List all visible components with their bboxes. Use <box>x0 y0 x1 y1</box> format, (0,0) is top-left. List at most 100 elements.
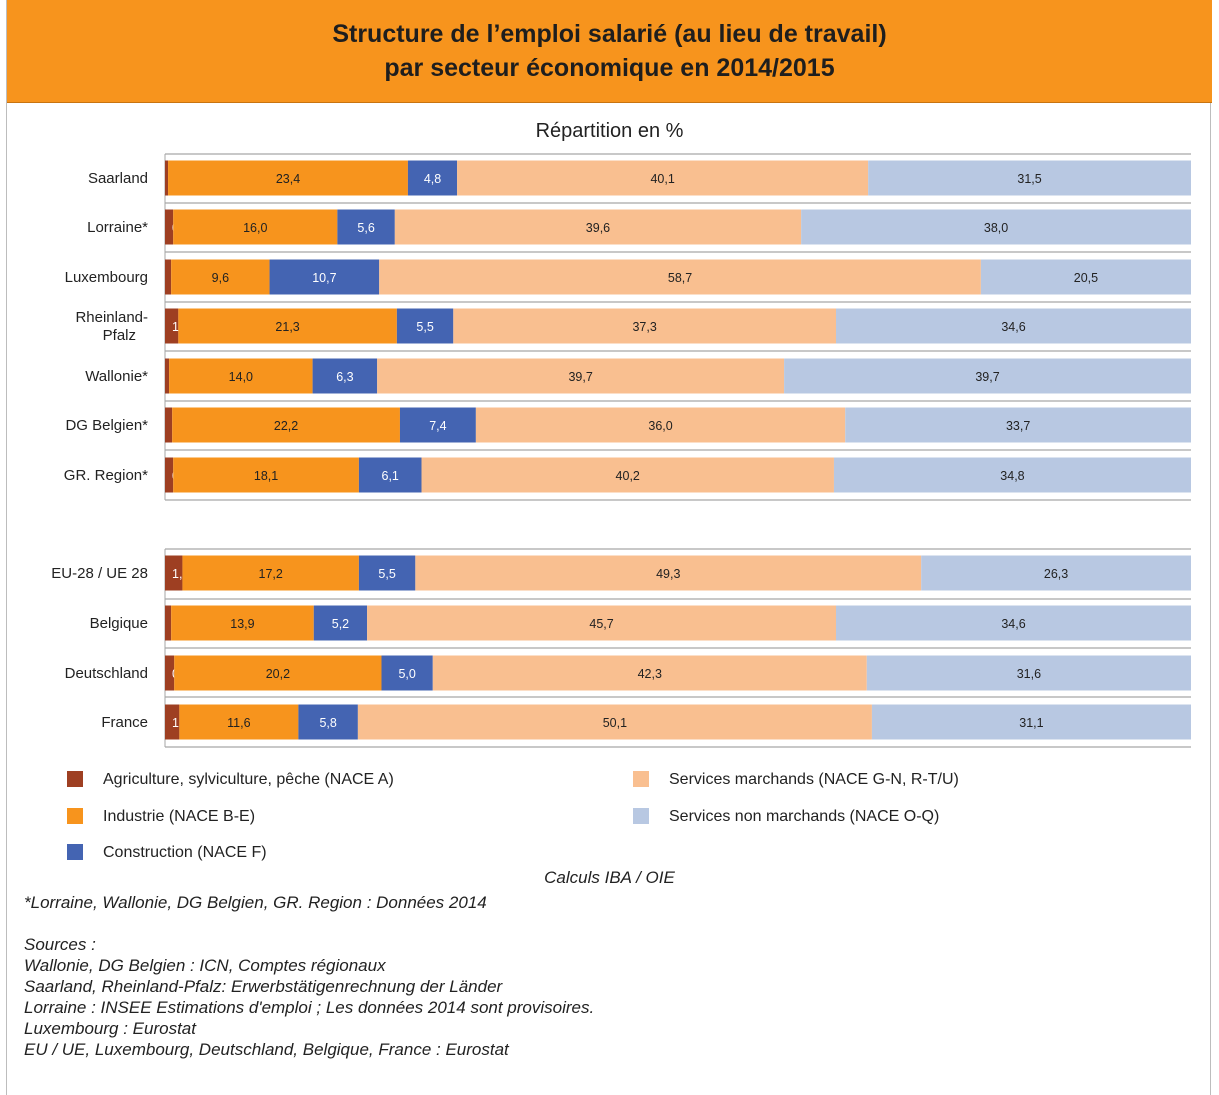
legend-swatch-agriculture <box>67 771 83 787</box>
category-label: Deutschland <box>65 665 148 682</box>
bar-segment <box>312 358 378 394</box>
category-label: EU-28 / UE 28 <box>51 565 148 582</box>
note-line: Saarland, Rheinland-Pfalz: Erwerbstätige… <box>24 977 503 996</box>
chart-frame: Structure de l’emploi salarié (au lieu d… <box>6 0 1212 1095</box>
data-label: 31,6 <box>1017 667 1041 681</box>
legend-label-services-marchands: Services marchands (NACE G-N, R-T/U) <box>669 771 959 788</box>
bar-segment <box>178 308 397 344</box>
legend-label-services-non-marchands: Services non marchands (NACE O-Q) <box>669 808 940 825</box>
legend-label-construction: Construction (NACE F) <box>103 844 267 861</box>
note-line: EU / UE, Luxembourg, Deutschland, Belgiq… <box>24 1040 509 1059</box>
bar-segment <box>337 209 395 245</box>
data-label: 5,8 <box>319 716 336 730</box>
data-label: 18,1 <box>254 469 278 483</box>
title-line-1: Structure de l’emploi salarié (au lieu d… <box>332 20 887 48</box>
data-label: 31,1 <box>1019 716 1043 730</box>
data-label: 39,7 <box>975 370 999 384</box>
note-line <box>24 913 594 934</box>
data-label: 11,6 <box>227 716 250 730</box>
data-label: 22,2 <box>274 419 298 433</box>
data-label: 49,3 <box>656 567 680 581</box>
bar-segment <box>868 160 1191 196</box>
bar-segment <box>165 259 172 295</box>
bar-segment <box>836 308 1191 344</box>
bar-segment <box>269 259 380 295</box>
bar-segment <box>836 605 1191 641</box>
bar-segment <box>453 308 837 344</box>
bar-segment <box>357 704 872 740</box>
data-label: 26,3 <box>1044 567 1068 581</box>
bar-segment <box>394 209 802 245</box>
bar-segment <box>169 358 313 394</box>
category-label: Luxembourg <box>65 269 148 286</box>
bar-segment <box>980 259 1191 295</box>
bar-segment <box>801 209 1191 245</box>
category-label: Rheinland-Pfalz <box>75 309 148 344</box>
legend-swatch-services-non-marchands <box>633 808 649 824</box>
bar-segment <box>358 555 416 591</box>
data-label: 16,0 <box>243 221 267 235</box>
data-label: 20,5 <box>1074 271 1098 285</box>
data-label: 10,7 <box>312 271 336 285</box>
data-label: 38,0 <box>984 221 1008 235</box>
bar-segment <box>165 209 174 245</box>
bar-segment <box>866 655 1191 691</box>
bar-segment <box>313 605 368 641</box>
bar-segment <box>168 160 408 196</box>
bar-segment <box>165 655 175 691</box>
data-label: 40,1 <box>650 172 674 186</box>
category-label: Lorraine* <box>87 219 148 236</box>
bar-segment <box>165 160 169 196</box>
data-label: 5,5 <box>416 320 433 334</box>
bar-segment <box>381 655 433 691</box>
bar-segment <box>179 704 299 740</box>
data-label: 5,6 <box>357 221 374 235</box>
bar-segment <box>173 457 359 493</box>
category-label: GR. Region* <box>64 467 148 484</box>
stacked-bar-chart: Saarland0,323,44,840,131,5Lorraine*0,816… <box>51 153 1191 748</box>
chart-subtitle: Répartition en % <box>535 120 684 142</box>
note-line: *Lorraine, Wallonie, DG Belgien, GR. Reg… <box>24 893 487 912</box>
bar-segment <box>165 308 179 344</box>
bar-segment <box>833 457 1191 493</box>
data-label: 20,2 <box>266 667 290 681</box>
note-line: Wallonie, DG Belgien : ICN, Comptes régi… <box>24 956 386 975</box>
data-label: 6,3 <box>336 370 353 384</box>
bar-segment <box>171 259 270 295</box>
legend-label-agriculture: Agriculture, sylviculture, pêche (NACE A… <box>103 771 394 788</box>
data-label: 34,6 <box>1001 617 1025 631</box>
bar-segment <box>432 655 867 691</box>
bar-segment <box>165 605 172 641</box>
data-label: 45,7 <box>589 617 613 631</box>
data-label: 9,6 <box>212 271 229 285</box>
data-label: 13,9 <box>230 617 254 631</box>
bar-segment <box>379 259 981 295</box>
bar-segment <box>367 605 837 641</box>
data-label: 42,3 <box>638 667 662 681</box>
data-label: 5,2 <box>332 617 349 631</box>
bar-segment <box>415 555 922 591</box>
data-label: 4,8 <box>424 172 441 186</box>
data-label: 23,4 <box>276 172 300 186</box>
data-label: 58,7 <box>668 271 692 285</box>
data-label: 50,1 <box>603 716 627 730</box>
data-label: 37,3 <box>632 320 656 334</box>
bar-segment <box>421 457 834 493</box>
bar-segment <box>871 704 1191 740</box>
data-label: 39,7 <box>568 370 592 384</box>
data-label: 14,0 <box>229 370 253 384</box>
title-line-2: par secteur économique en 2014/2015 <box>384 54 835 82</box>
category-label: Belgique <box>90 615 148 632</box>
bar-segment <box>298 704 358 740</box>
category-label: Wallonie* <box>85 368 148 385</box>
category-label: France <box>101 714 148 731</box>
bar-segment <box>174 655 382 691</box>
data-label: 17,2 <box>259 567 283 581</box>
bar-segment <box>921 555 1191 591</box>
bar-segment <box>182 555 359 591</box>
bar-segment <box>377 358 785 394</box>
bar-segment <box>165 407 173 443</box>
data-label: 33,7 <box>1006 419 1030 433</box>
bar-segment <box>173 209 338 245</box>
data-label: 31,5 <box>1017 172 1041 186</box>
